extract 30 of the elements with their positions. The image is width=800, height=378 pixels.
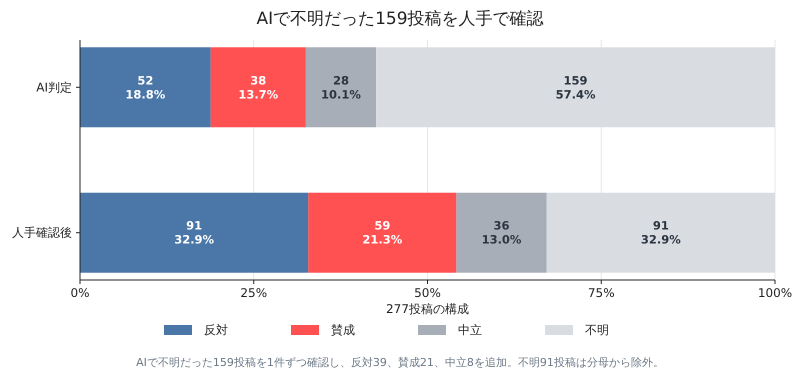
- legend-label: 賛成: [331, 323, 355, 337]
- chart-title: AIで不明だった159投稿を人手で確認: [256, 9, 544, 29]
- x-axis-title: 277投稿の構成: [386, 302, 469, 316]
- legend-label: 不明: [585, 323, 609, 337]
- x-tick-label: 25%: [240, 286, 268, 300]
- data-label: 36 13.0%: [482, 218, 522, 247]
- data-label: 52 18.8%: [125, 73, 166, 102]
- bar: [456, 192, 547, 273]
- bar: [210, 47, 306, 128]
- x-tick-label: 75%: [588, 286, 615, 300]
- y-tick-label: AI判定: [36, 80, 72, 94]
- data-label: 28 10.1%: [321, 73, 362, 102]
- bar: [308, 192, 456, 273]
- bar: [80, 47, 211, 128]
- data-label: 38 13.7%: [238, 73, 279, 102]
- data-label: 59 21.3%: [362, 218, 403, 247]
- bar: [546, 192, 775, 273]
- bar: [80, 192, 308, 273]
- data-label: 91 32.9%: [640, 218, 682, 247]
- y-tick-label: 人手確認後: [12, 226, 72, 240]
- text: AIで不明だった159投稿を1件ずつ確認し、反対39、賛成21、中立8を追加。不明91投稿は分母から除外。: [136, 356, 664, 369]
- x-tick-label: 100%: [758, 286, 792, 300]
- x-tick-label: 50%: [414, 286, 441, 300]
- data-label: 159 57.4%: [556, 73, 596, 102]
- bar: [376, 47, 775, 128]
- data-label: 91 32.9%: [174, 218, 215, 247]
- bar: [306, 47, 376, 128]
- x-tick-label: 0%: [70, 286, 90, 300]
- legend-label: 中立: [458, 323, 482, 337]
- legend-label: 反対: [204, 323, 228, 337]
